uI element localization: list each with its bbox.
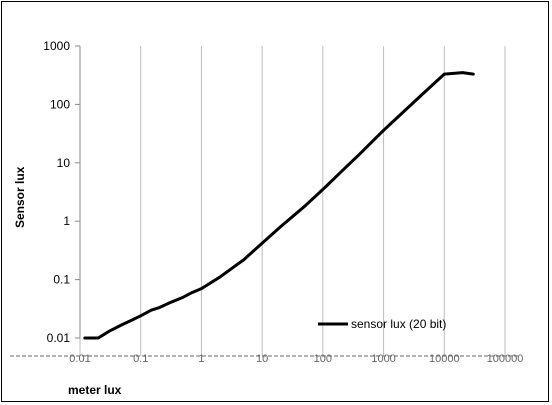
y-tick-label: 100 — [50, 97, 70, 111]
series-line — [83, 71, 475, 340]
y-tick-label: 1000 — [43, 39, 70, 53]
x-tick-label: 0.01 — [69, 353, 90, 365]
y-tick-label: 1 — [63, 214, 70, 228]
x-tick-label: 100000 — [487, 353, 524, 365]
x-tick-label: 1000 — [371, 353, 395, 365]
x-tick-label: 10000 — [429, 353, 460, 365]
legend: sensor lux (20 bit) — [318, 317, 446, 331]
grid-lines — [79, 46, 506, 356]
y-axis-title: Sensor lux — [13, 166, 27, 228]
x-tick-label: 0.1 — [133, 353, 148, 365]
y-tick-label: 0.1 — [53, 273, 70, 287]
x-tick-label: 100 — [314, 353, 332, 365]
x-tick-label: 1 — [198, 353, 204, 365]
legend-label: sensor lux (20 bit) — [351, 317, 446, 331]
x-axis-title: meter lux — [68, 383, 122, 397]
series-lines — [83, 71, 475, 340]
x-tick-label: 10 — [256, 353, 268, 365]
y-tick-label: 0.01 — [47, 331, 71, 345]
y-tick-label: 10 — [57, 156, 71, 170]
tick-labels: 0.01 0.1 1 10 100 1000 0.01 0.1 1 10 100 1000 10000 1… — [43, 39, 523, 365]
axes — [10, 45, 520, 357]
